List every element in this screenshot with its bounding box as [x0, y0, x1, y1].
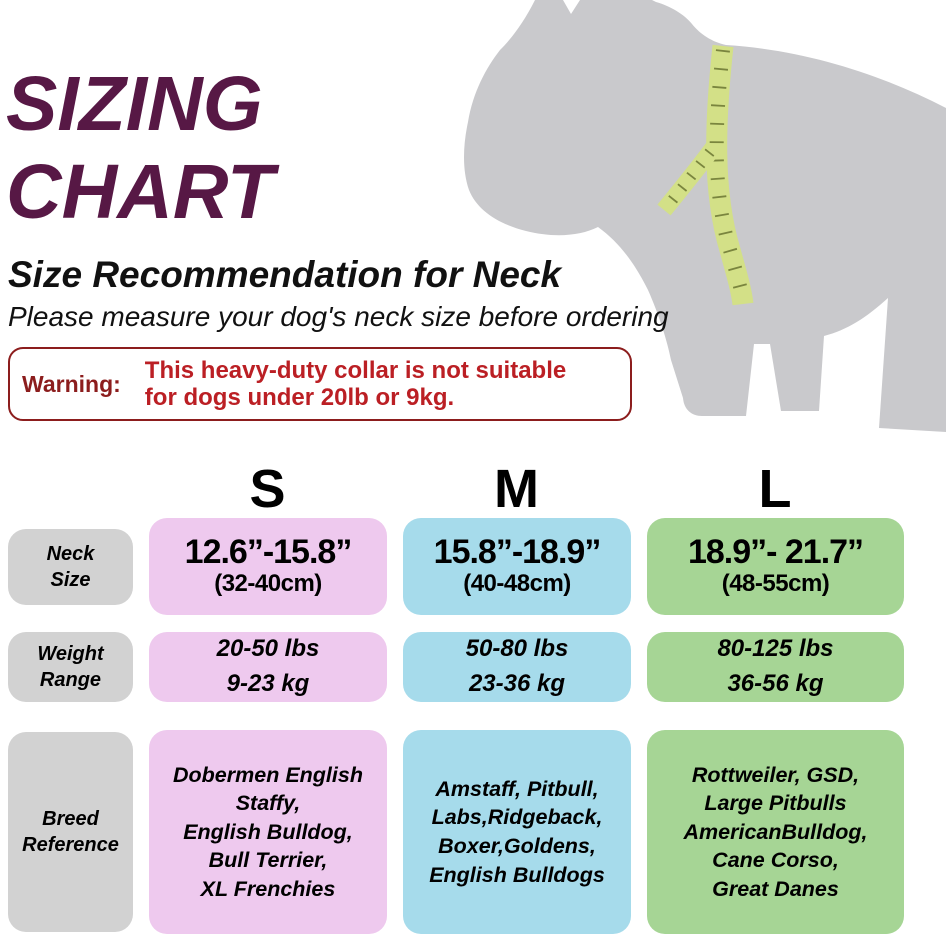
weight-cell-l: 80-125 lbs 36-56 kg	[647, 632, 904, 702]
warning-label: Warning:	[22, 370, 121, 397]
breed-list-s: Dobermen English Staffy, English Bulldog…	[173, 762, 363, 901]
header-spacer	[8, 458, 133, 520]
breed-reference-row: Breed Reference Dobermen English Staffy,…	[8, 730, 908, 934]
breed-cell-l: Rottweiler, GSD, Large Pitbulls American…	[647, 730, 904, 934]
breed-cell-s: Dobermen English Staffy, English Bulldog…	[149, 730, 387, 934]
neck-size-cell-l: 18.9”- 21.7” (48-55cm)	[647, 518, 904, 615]
row-label-neck-size: Neck Size	[8, 528, 133, 605]
weight-cell-s: 20-50 lbs 9-23 kg	[149, 632, 387, 702]
dog-silhouette-graphic	[460, 0, 946, 436]
row-label-breed-reference: Breed Reference	[8, 732, 133, 932]
sizing-table: S M L Neck Size 12.6”-15.8” (32-40cm) 15…	[8, 458, 908, 934]
weight-range-row: Weight Range 20-50 lbs 9-23 kg 50-80 lbs…	[8, 632, 908, 702]
neck-size-cell-m: 15.8”-18.9” (40-48cm)	[403, 518, 631, 615]
column-header-s: S	[249, 459, 287, 519]
neck-size-cell-s: 12.6”-15.8” (32-40cm)	[149, 518, 387, 615]
measure-note: Please measure your dog's neck size befo…	[8, 301, 669, 332]
page-subtitle: Size Recommendation for Neck	[8, 254, 562, 295]
column-header-row: S M L	[8, 458, 908, 519]
neck-size-row: Neck Size 12.6”-15.8” (32-40cm) 15.8”-18…	[8, 518, 908, 615]
column-header-m: M	[494, 459, 540, 519]
measuring-tape	[706, 44, 754, 306]
weight-value-m: 50-80 lbs 23-36 kg	[465, 635, 569, 697]
neck-cm-m: (40-48cm)	[463, 570, 571, 598]
warning-text: This heavy-duty collar is not suitable f…	[144, 356, 567, 411]
column-header-l: L	[758, 459, 793, 519]
weight-value-s: 20-50 lbs 9-23 kg	[216, 635, 320, 697]
breed-list-l: Rottweiler, GSD, Large Pitbulls American…	[683, 762, 868, 901]
breed-list-m: Amstaff, Pitbull, Labs,Ridgeback, Boxer,…	[429, 776, 605, 887]
dog-silhouette	[464, 0, 946, 432]
warning-box: Warning: This heavy-duty collar is not s…	[8, 347, 632, 421]
neck-cm-s: (32-40cm)	[214, 570, 322, 598]
row-label-weight-range: Weight Range	[8, 632, 133, 702]
neck-inches-s: 12.6”-15.8”	[184, 532, 353, 571]
neck-inches-l: 18.9”- 21.7”	[687, 532, 864, 571]
neck-cm-l: (48-55cm)	[721, 570, 830, 598]
measuring-tape-branch	[657, 142, 720, 216]
weight-cell-m: 50-80 lbs 23-36 kg	[403, 632, 631, 702]
dog-body-shape	[464, 0, 946, 432]
page-title: SIZING CHART	[6, 61, 275, 235]
neck-inches-m: 15.8”-18.9”	[433, 532, 602, 571]
breed-cell-m: Amstaff, Pitbull, Labs,Ridgeback, Boxer,…	[403, 730, 631, 934]
weight-value-l: 80-125 lbs 36-56 kg	[717, 635, 834, 697]
